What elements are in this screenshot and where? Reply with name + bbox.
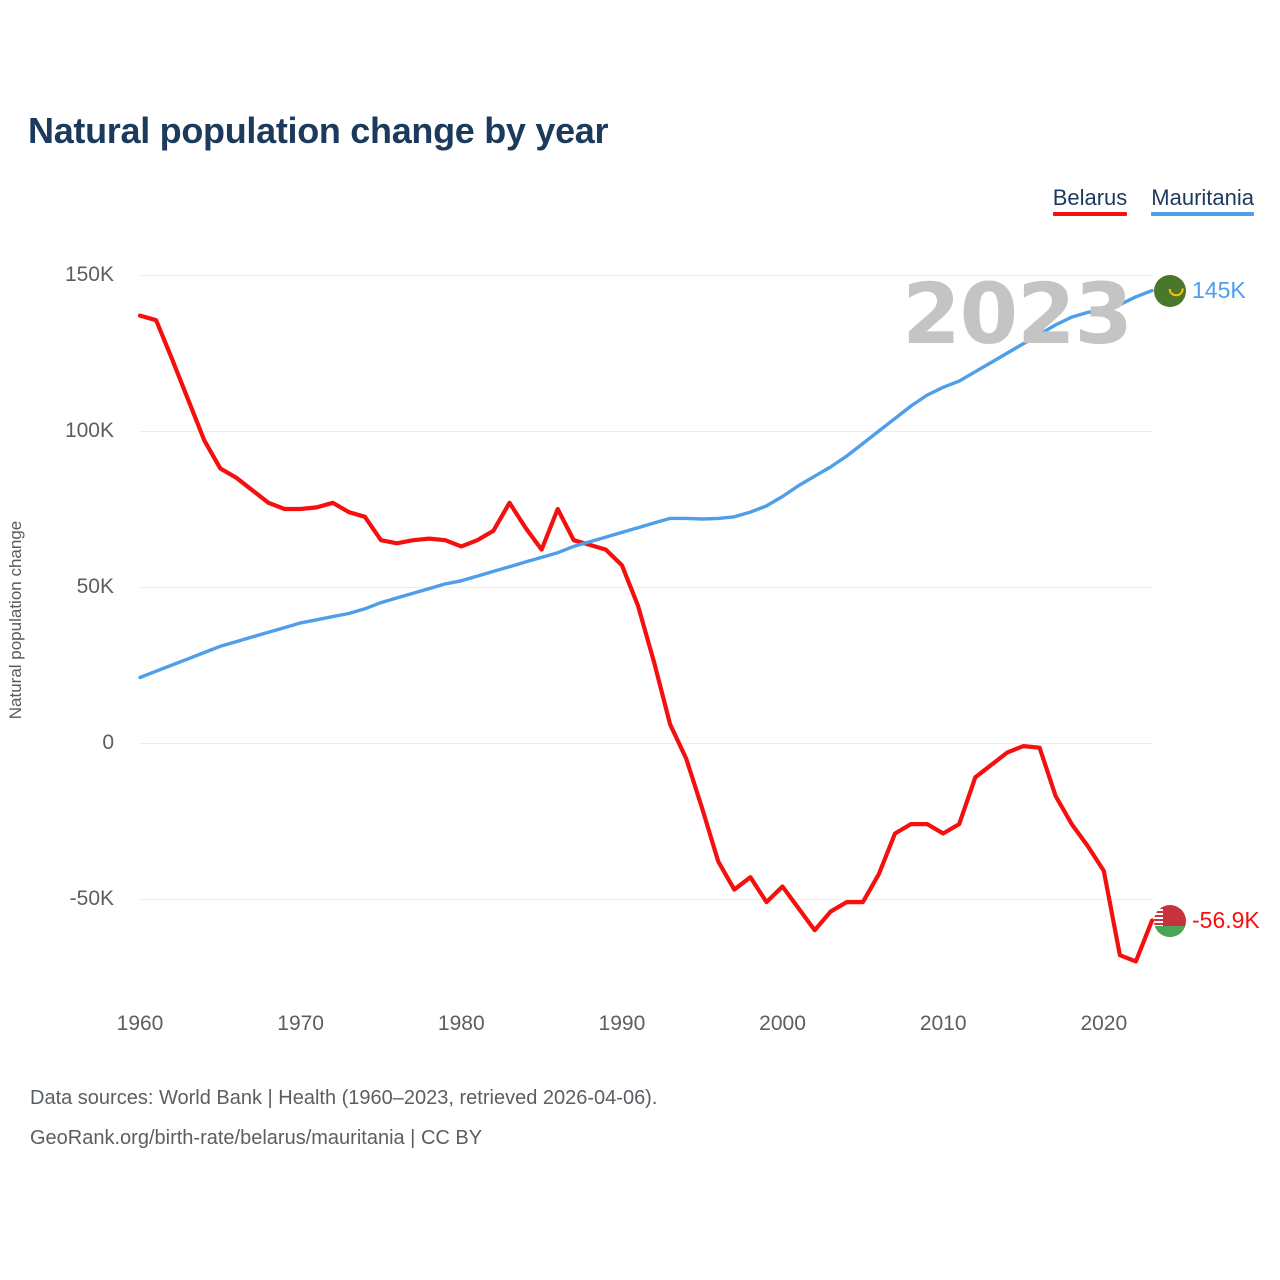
grid-line <box>140 899 1152 900</box>
y-axis-tick-label: 0 <box>102 731 114 754</box>
x-axis-tick-label: 1970 <box>277 1012 324 1035</box>
footer-attribution-line: GeoRank.org/birth-rate/belarus/mauritani… <box>30 1127 483 1149</box>
x-axis-tick-label: 1990 <box>598 1012 646 1035</box>
belarus-flag-icon <box>1154 904 1186 937</box>
y-axis-tick-label: 100K <box>64 419 114 442</box>
y-axis-tick-label: 50K <box>76 575 114 598</box>
chart-legend: Belarus Mauritania <box>1052 185 1254 217</box>
line-series-belarus <box>137 313 1155 964</box>
legend-color-swatch-belarus <box>1052 212 1128 217</box>
legend-item-belarus[interactable]: Belarus <box>1052 185 1128 217</box>
line-series-mauritania <box>138 288 1154 680</box>
y-axis-tick-label: -50K <box>69 887 114 910</box>
y-axis-tick-label: 150K <box>64 263 114 286</box>
grid-line <box>140 275 1152 276</box>
footer-source-line: Data sources: World Bank | Health (1960–… <box>30 1087 658 1109</box>
legend-label-mauritania: Mauritania <box>1151 185 1254 210</box>
x-axis-tick-label: 1960 <box>116 1012 164 1035</box>
x-axis-tick-label: 2000 <box>759 1012 806 1035</box>
belarus-endpoint-value: -56.9K <box>1192 907 1260 934</box>
grid-line <box>140 431 1152 432</box>
x-axis-tick-label: 2020 <box>1080 1012 1128 1035</box>
legend-item-mauritania[interactable]: Mauritania <box>1151 185 1254 217</box>
legend-color-swatch-mauritania <box>1151 212 1254 217</box>
grid-line <box>140 743 1152 744</box>
mauritania-endpoint[interactable]: 145K <box>1154 274 1246 307</box>
x-axis-tick-label: 2010 <box>919 1012 967 1035</box>
page-title: Natural population change by year <box>28 110 609 151</box>
belarus-endpoint[interactable]: -56.9K <box>1154 904 1260 937</box>
mauritania-flag-icon <box>1154 274 1186 307</box>
x-axis-tick-label: 1980 <box>437 1012 485 1035</box>
mauritania-endpoint-value: 145K <box>1192 277 1246 304</box>
legend-label-belarus: Belarus <box>1052 185 1128 210</box>
grid-line <box>140 587 1152 588</box>
